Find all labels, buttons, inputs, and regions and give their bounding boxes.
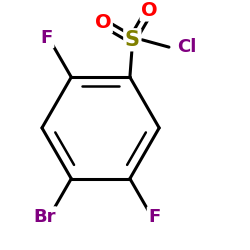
Text: F: F [148,208,160,226]
Text: Br: Br [33,208,56,226]
Text: O: O [95,13,111,32]
Text: O: O [141,1,158,20]
Text: Cl: Cl [178,38,197,56]
Text: S: S [125,30,140,50]
Text: F: F [41,29,53,47]
